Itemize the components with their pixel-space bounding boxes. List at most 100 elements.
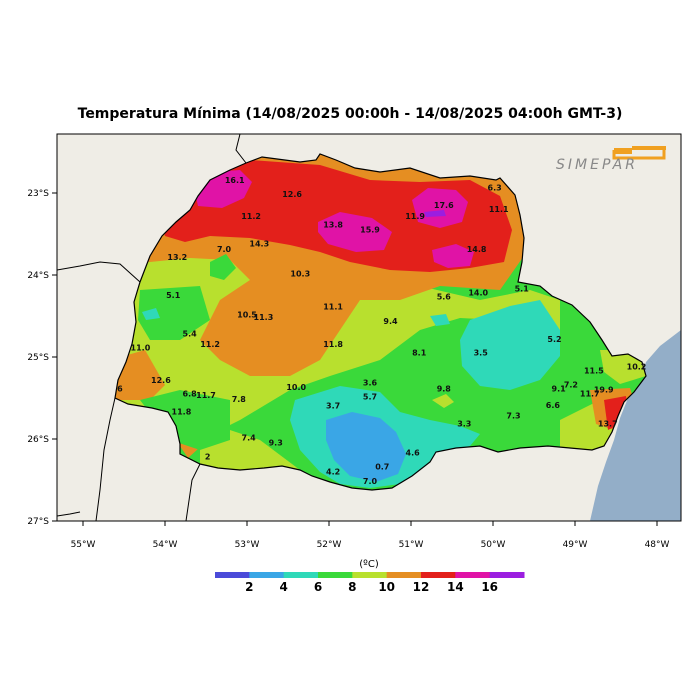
y-tick-label: 24°S [27,271,49,281]
y-tick-label: 25°S [27,353,49,363]
temperature-value: 5.1 [166,291,181,300]
temperature-value: 11.1 [489,205,509,214]
temperature-value: 19.9 [594,385,614,394]
station-values: 16.1 12.6 11.2 13.8 15.9 11.9 17.6 6.3 11.1 14.3 1… [117,176,646,486]
temperature-value: 10.3 [290,270,310,279]
colorbar-label: 10 [378,580,395,594]
border-sw [57,511,81,517]
temperature-value: 12.6 [151,376,171,385]
x-tick-label: 55°W [71,540,96,550]
temperature-value: 5.2 [547,335,561,344]
temperature-value: 11.7 [196,391,216,400]
colorbar-segment [215,572,250,578]
temperature-value: 13.2 [167,253,187,262]
colorbar: (ºC) 2 4 6 8 10 12 14 16 [215,559,525,594]
temperature-value: 10.0 [286,383,306,392]
y-tick-label: 27°S [27,517,49,527]
border-paraguay [57,261,141,283]
colorbar-label: 4 [279,580,287,594]
x-tick-label: 51°W [399,540,424,550]
x-tick-label: 53°W [235,540,260,550]
temperature-value: 6.6 [546,401,561,410]
border-argentina [95,397,116,521]
x-tick-label: 48°W [645,540,670,550]
temperature-value: 0.7 [375,462,389,471]
parana-outline [114,153,647,491]
temperature-value: 6.8 [183,389,198,398]
colorbar-label: 2 [245,580,253,594]
x-tick-label: 50°W [481,540,506,550]
temperature-value: 3.7 [326,402,340,411]
simepar-logo: SIMEPAR [556,146,666,173]
temperature-value: 11.0 [131,343,151,352]
border-argentina-sc [185,463,201,521]
temperature-value: 9.3 [269,439,283,448]
colorbar-segment [318,572,353,578]
temperature-value: 9.1 [552,384,567,393]
temperature-value: 6 [117,384,123,393]
temperature-value: 15.9 [360,225,380,234]
temperature-value: 11.9 [405,212,425,221]
temperature-value: 7.3 [506,412,520,421]
y-tick-label: 26°S [27,435,49,445]
temperature-value: 11.2 [200,340,220,349]
temperature-value: 2 [205,453,211,462]
colorbar-segment [421,572,456,578]
colorbar-segment [283,572,319,578]
colorbar-segment [352,572,388,578]
temperature-value: 7.0 [217,245,232,254]
temperature-value: 11.2 [241,212,261,221]
temperature-value: 10.5 [237,311,257,320]
temperature-value: 17.6 [434,201,454,210]
colorbar-label: 12 [413,580,430,594]
x-axis: 55°W 54°W 53°W 52°W 51°W 50°W 49°W 48°W [71,521,670,550]
temperature-value: 9.8 [437,384,452,393]
temperature-value: 6.3 [488,184,502,193]
colorbar-unit: (ºC) [359,559,379,570]
temperature-value: 7.8 [232,395,247,404]
colorbar-segment [489,572,525,578]
temperature-value: 16.1 [225,176,245,185]
ocean-area [590,330,681,521]
temperature-value: 5.4 [183,330,198,339]
temperature-value: 4.6 [406,448,421,457]
colorbar-label: 14 [447,580,464,594]
colorbar-label: 6 [314,580,322,594]
colorbar-label: 16 [481,580,498,594]
temperature-value: 5.1 [515,284,530,293]
temperature-value: 10.2 [627,362,647,371]
temperature-value: 11.7 [580,389,600,398]
temperature-value: 7.2 [564,380,578,389]
border-ms [235,134,247,164]
temperature-value: 3.5 [474,348,489,357]
temperature-value: 14.8 [467,245,487,254]
x-tick-label: 52°W [317,540,342,550]
map-title: Temperatura Mínima (14/08/2025 00:00h - … [77,106,623,122]
temperature-field [115,154,646,490]
x-tick-label: 54°W [153,540,178,550]
colorbar-segment [386,572,422,578]
logo-text: SIMEPAR [556,157,638,173]
y-axis: 23°S 24°S 25°S 26°S 27°S [27,189,57,527]
temperature-value: 7.0 [363,477,378,486]
temperature-value: 14.3 [249,239,269,248]
temperature-value: 13.7 [598,420,618,429]
temperature-value: 13.8 [323,220,343,229]
colorbar-label: 8 [348,580,356,594]
map-frame [56,133,682,522]
temperature-value: 11.1 [323,302,343,311]
colorbar-segment [249,572,285,578]
temperature-value: 8.1 [412,348,427,357]
x-tick-label: 49°W [563,540,588,550]
colorbar-segment [455,572,491,578]
temperature-value: 11.8 [323,340,343,349]
temperature-value: 3.6 [363,379,378,388]
temperature-value: 5.6 [437,293,452,302]
temperature-value: 5.7 [363,393,377,402]
temperature-value: 4.2 [326,467,340,476]
temperature-value: 7.4 [242,434,257,443]
temperature-value: 11.8 [172,407,192,416]
temperature-value: 11.5 [584,366,604,375]
temperature-value: 11.3 [254,313,274,322]
